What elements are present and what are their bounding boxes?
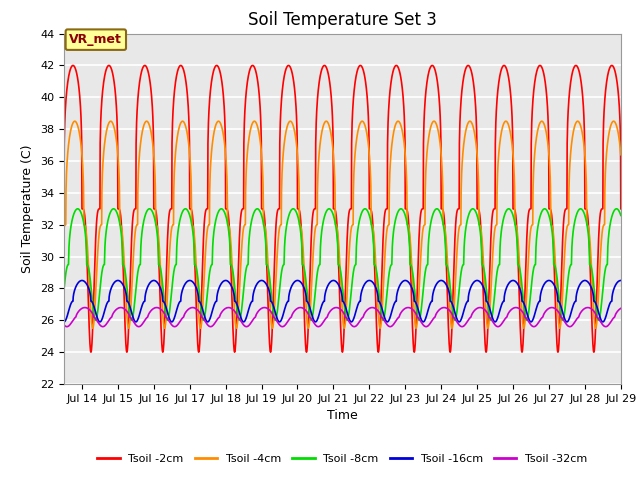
Line: Tsoil -32cm: Tsoil -32cm [64, 308, 621, 327]
Tsoil -4cm [60, 225, 68, 231]
Tsoil -32cm [81, 305, 89, 311]
Tsoil -16cm [60, 319, 68, 325]
Tsoil -16cm [146, 280, 154, 286]
Tsoil -16cm [273, 314, 280, 320]
Tsoil -2cm [617, 206, 625, 212]
X-axis label: Time: Time [327, 409, 358, 422]
Line: Tsoil -2cm: Tsoil -2cm [64, 65, 621, 352]
Tsoil -16cm [527, 319, 535, 324]
Tsoil -8cm [617, 213, 625, 218]
Legend: Tsoil -2cm, Tsoil -4cm, Tsoil -8cm, Tsoil -16cm, Tsoil -32cm: Tsoil -2cm, Tsoil -4cm, Tsoil -8cm, Tsoi… [93, 449, 592, 468]
Tsoil -16cm [617, 277, 625, 283]
Tsoil -16cm [78, 277, 86, 283]
Tsoil -2cm [159, 349, 166, 355]
Tsoil -4cm [527, 224, 535, 229]
Tsoil -8cm [92, 317, 100, 323]
Tsoil -8cm [574, 208, 582, 214]
Tsoil -32cm [574, 315, 582, 321]
Tsoil -2cm [69, 62, 77, 68]
Tsoil -4cm [617, 152, 625, 157]
Line: Tsoil -8cm: Tsoil -8cm [64, 209, 621, 320]
Tsoil -16cm [287, 284, 295, 289]
Tsoil -2cm [273, 211, 281, 216]
Title: Soil Temperature Set 3: Soil Temperature Set 3 [248, 11, 437, 29]
Tsoil -16cm [159, 294, 166, 300]
Tsoil -8cm [159, 283, 166, 289]
Tsoil -32cm [528, 323, 536, 329]
Tsoil -2cm [60, 206, 68, 212]
Tsoil -8cm [288, 206, 296, 212]
Y-axis label: Soil Temperature (C): Soil Temperature (C) [22, 144, 35, 273]
Tsoil -2cm [147, 81, 154, 87]
Tsoil -4cm [592, 325, 600, 331]
Tsoil -16cm [574, 287, 582, 293]
Tsoil -32cm [617, 305, 625, 311]
Tsoil -4cm [273, 264, 280, 270]
Tsoil -8cm [147, 206, 154, 212]
Tsoil -4cm [574, 119, 582, 124]
Line: Tsoil -16cm: Tsoil -16cm [64, 280, 621, 322]
Tsoil -2cm [288, 69, 296, 74]
Tsoil -8cm [528, 279, 536, 285]
Tsoil -8cm [273, 311, 281, 316]
Tsoil -4cm [573, 119, 581, 124]
Tsoil -32cm [159, 308, 166, 314]
Tsoil -2cm [87, 349, 95, 355]
Line: Tsoil -4cm: Tsoil -4cm [64, 121, 621, 328]
Tsoil -32cm [63, 324, 71, 330]
Tsoil -4cm [146, 124, 154, 130]
Tsoil -8cm [60, 287, 68, 293]
Tsoil -32cm [288, 312, 296, 318]
Tsoil -8cm [74, 206, 81, 212]
Tsoil -32cm [147, 309, 154, 314]
Tsoil -32cm [60, 322, 68, 328]
Tsoil -32cm [273, 319, 281, 324]
Tsoil -4cm [159, 302, 166, 308]
Tsoil -2cm [528, 120, 536, 125]
Tsoil -2cm [574, 65, 582, 71]
Text: VR_met: VR_met [69, 33, 122, 46]
Tsoil -4cm [287, 119, 295, 124]
